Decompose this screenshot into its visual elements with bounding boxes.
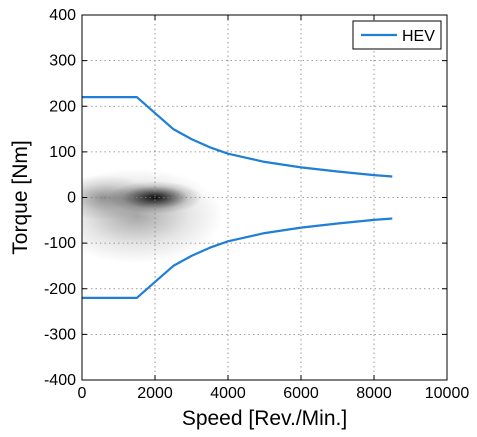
series-lines	[82, 96, 393, 299]
x-tick-label: 4000	[210, 385, 246, 402]
legend: HEV	[352, 20, 442, 50]
y-tick-label: -200	[44, 281, 76, 298]
x-tick-label: 2000	[137, 385, 173, 402]
y-tick-label: -300	[44, 326, 76, 343]
y-tick-label: 300	[49, 53, 76, 70]
x-tick-label: 10000	[425, 385, 470, 402]
y-axis-title: Torque [Nm]	[9, 140, 32, 254]
x-tick-label: 8000	[356, 385, 392, 402]
x-axis-title: Speed [Rev./Min.]	[182, 407, 347, 430]
y-tick-label: 400	[49, 7, 76, 24]
series-line-hev-lower	[82, 217, 393, 299]
y-tick-label: 100	[49, 144, 76, 161]
y-tick-label: 0	[67, 190, 76, 207]
y-tick-label: 200	[49, 98, 76, 115]
axis-ticks: 0 2000 4000 6000 8000 10000 -400 -300 -200 -100 0 1…	[44, 7, 469, 402]
legend-label-hev: HEV	[402, 28, 435, 45]
x-tick-label: 6000	[283, 385, 319, 402]
series-line-hev-upper	[82, 96, 393, 178]
grid-lines	[82, 15, 447, 380]
x-tick-label: 0	[78, 385, 87, 402]
y-tick-label: -100	[44, 235, 76, 252]
y-tick-label: -400	[44, 372, 76, 389]
density-cloud	[82, 167, 224, 264]
